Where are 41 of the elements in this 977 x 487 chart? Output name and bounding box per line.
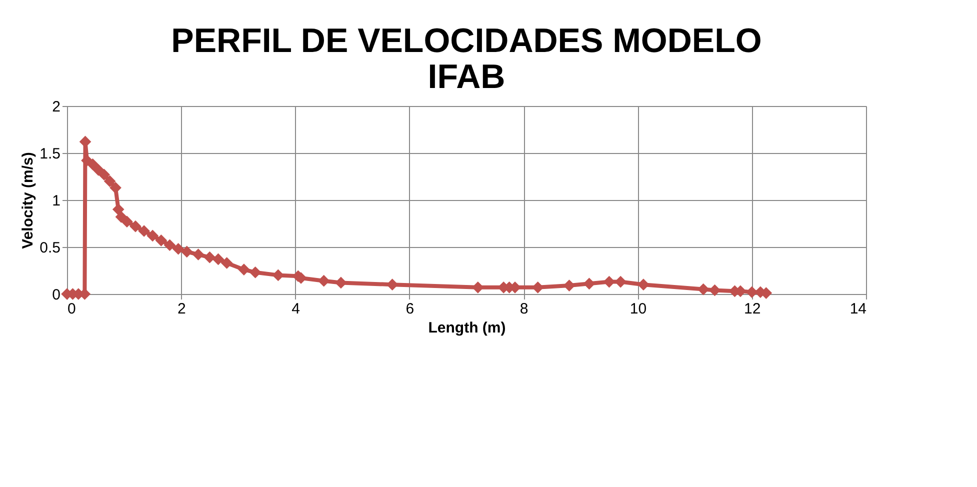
- x-tick-label: 8: [520, 300, 528, 318]
- x-tick-label: 4: [292, 300, 300, 318]
- point: [192, 248, 204, 260]
- point: [238, 264, 250, 276]
- x-tick-label: 6: [406, 300, 414, 318]
- point: [155, 234, 168, 246]
- x-tick-label: 0: [68, 300, 76, 318]
- point: [98, 168, 110, 181]
- point: [112, 203, 124, 216]
- point: [563, 280, 576, 292]
- x-tick-label: 12: [744, 300, 761, 318]
- x-tick-label: 2: [177, 300, 186, 318]
- point: [220, 257, 233, 269]
- point: [318, 274, 330, 287]
- y-tick-label: 1.5: [40, 146, 60, 162]
- x-tick-label: 14: [850, 300, 866, 318]
- point: [249, 266, 262, 278]
- point: [583, 278, 596, 290]
- x-axis-title: Length (m): [428, 320, 506, 336]
- point: [180, 246, 193, 258]
- point: [146, 230, 159, 242]
- text: IFAB: [428, 58, 506, 96]
- y-tick-label: 1: [52, 192, 60, 210]
- point: [86, 158, 99, 170]
- point: [204, 251, 216, 264]
- point: [697, 283, 710, 296]
- point: [164, 239, 176, 252]
- y-tick-label: 0: [52, 286, 60, 304]
- y-tick-label: 2: [52, 98, 60, 116]
- point: [638, 278, 650, 291]
- point: [121, 216, 133, 228]
- text: PERFIL DE VELOCIDADES MODELO: [171, 22, 762, 60]
- x-tick-label: 10: [630, 300, 647, 318]
- point: [172, 242, 184, 255]
- point: [130, 220, 142, 232]
- point: [138, 225, 150, 237]
- y-axis-title: Velocity (m/s): [20, 152, 37, 249]
- point: [212, 253, 224, 266]
- point: [110, 182, 122, 194]
- y-tick-label: 0.5: [40, 240, 60, 256]
- point: [104, 175, 116, 188]
